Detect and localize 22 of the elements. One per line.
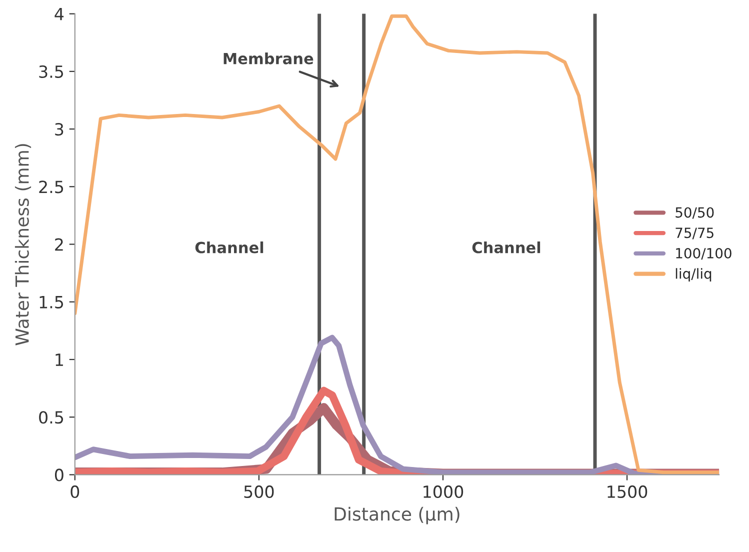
annotation: Channel: [472, 241, 540, 254]
y-tick-label: 0: [54, 468, 64, 482]
x-tick-label: 0: [70, 485, 80, 498]
y-tick-label: 1: [56, 354, 63, 366]
y-tick-label: 0.5: [39, 411, 64, 424]
y-tick-label: 3: [55, 122, 64, 136]
legend-label: 50/50: [676, 207, 714, 219]
annotation: Channel: [195, 241, 264, 254]
y-tick-label: 3.5: [39, 65, 64, 78]
y-axis-title: Water Thickness (mm): [14, 144, 32, 346]
x-tick-label: 500: [244, 485, 274, 498]
x-axis-title: Distance (μm): [334, 506, 460, 524]
legend-label: liq/liq: [676, 268, 712, 282]
y-tick-label: 2: [55, 238, 63, 251]
x-tick-label: 1500: [608, 485, 648, 498]
y-tick-label: 2.5: [39, 180, 64, 194]
legend-label: 75/75: [676, 228, 714, 240]
legend-label: 100/100: [676, 248, 732, 260]
y-tick-label: 1.5: [40, 296, 64, 308]
annotation: Membrane: [224, 52, 314, 64]
y-tick-label: 4: [54, 8, 64, 20]
x-tick-label: 1000: [424, 485, 464, 498]
